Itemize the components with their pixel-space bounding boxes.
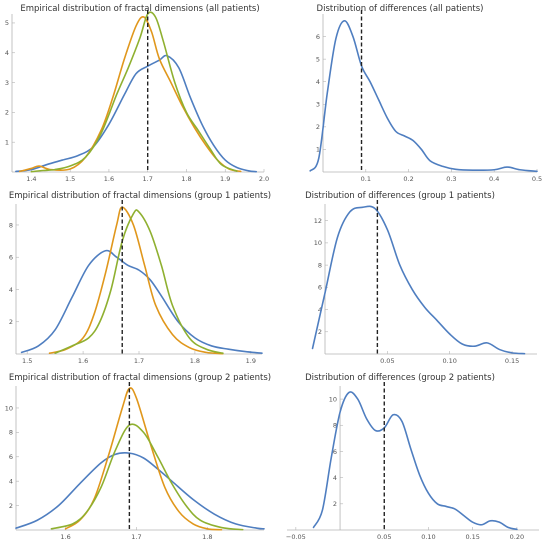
y-tick-label: 4 [316,78,320,86]
y-tick-label: 2 [5,109,9,117]
y-tick-label: 4 [9,477,13,485]
y-tick-label: 8 [333,422,337,430]
x-tick-label: 0.1 [361,175,371,183]
x-tick-label: 0.2 [403,175,413,183]
chart-group2-differences-svg: Distribution of differences (group 2 pat… [286,373,539,541]
density-curve-blue [311,205,526,355]
y-tick-label: 4 [5,49,9,57]
y-tick-label: 12 [314,217,322,225]
chart-panel-group1-fractal: Empirical distribution of fractal dimens… [0,188,275,370]
x-tick-label: 0.3 [446,175,456,183]
y-tick-label: 5 [5,19,9,27]
x-tick-label: 0.4 [489,175,499,183]
chart-title: Distribution of differences (group 2 pat… [305,373,495,383]
x-tick-label: 1.4 [26,175,36,183]
y-tick-label: 3 [5,79,9,87]
y-tick-label: 8 [9,429,13,437]
density-curve-blue [312,391,518,531]
chart-title: Empirical distribution of fractal dimens… [9,373,271,383]
chart-panel-group2-differences: Distribution of differences (group 2 pat… [275,370,550,547]
y-tick-label: 1 [316,146,320,154]
density-curve-blue [309,19,538,173]
density-curve-orange [48,206,224,355]
chart-panel-group1-differences: Distribution of differences (group 1 pat… [275,188,550,370]
x-tick-label: 0.15 [505,357,519,365]
x-tick-label: 1.5 [65,175,75,183]
chart-title: Empirical distribution of fractal dimens… [9,191,271,201]
x-tick-label: 0.20 [510,533,524,541]
chart-panel-all-differences: Distribution of differences (all patient… [275,0,550,188]
y-tick-label: 4 [9,286,13,294]
y-tick-label: 2 [318,328,322,336]
y-tick-label: 10 [5,404,13,412]
chart-panel-group2-fractal: Empirical distribution of fractal dimens… [0,370,275,547]
y-tick-label: 6 [318,284,322,292]
x-tick-label: 1.7 [134,357,144,365]
x-tick-label: 1.9 [246,357,256,365]
x-tick-label: 1.7 [143,175,153,183]
chart-panel-all-fractal: Empirical distribution of fractal dimens… [0,0,275,188]
y-tick-label: 6 [9,254,13,262]
y-tick-label: 6 [9,453,13,461]
chart-title: Distribution of differences (all patient… [317,4,484,14]
chart-title: Distribution of differences (group 1 pat… [305,191,495,201]
chart-group2-fractal-svg: Empirical distribution of fractal dimens… [5,373,271,541]
chart-all-differences-svg: Distribution of differences (all patient… [309,4,542,183]
x-tick-label: 0.10 [421,533,435,541]
chart-title: Empirical distribution of fractal dimens… [20,4,259,14]
chart-group1-fractal-svg: Empirical distribution of fractal dimens… [9,191,271,365]
x-tick-label: 1.9 [220,175,230,183]
density-curve-blue [15,452,265,530]
y-tick-label: 5 [316,55,320,63]
x-tick-label: 1.6 [78,357,88,365]
x-tick-label: 1.8 [190,357,200,365]
x-tick-label: 0.15 [465,533,479,541]
x-tick-label: 0.10 [442,357,456,365]
x-tick-label: 0.5 [532,175,542,183]
y-tick-label: 4 [333,474,337,482]
y-tick-label: 2 [333,500,337,508]
x-tick-label: −0.05 [286,533,306,541]
x-tick-label: 0.05 [377,533,391,541]
density-curve-green [30,11,238,173]
chart-all-fractal-svg: Empirical distribution of fractal dimens… [5,4,269,183]
x-tick-label: 0.05 [380,357,394,365]
y-tick-label: 1 [5,138,9,146]
y-tick-label: 10 [314,239,322,247]
y-tick-label: 6 [333,448,337,456]
x-tick-label: 1.6 [104,175,114,183]
y-tick-label: 2 [9,318,13,326]
x-tick-label: 1.7 [131,533,141,541]
density-curve-green [54,209,224,354]
y-tick-label: 10 [329,395,337,403]
y-tick-label: 8 [9,221,13,229]
density-curve-blue [15,54,258,173]
x-tick-label: 1.5 [22,357,32,365]
y-tick-label: 4 [318,306,322,314]
x-tick-label: 2.0 [259,175,269,183]
density-curve-blue [20,249,263,354]
x-tick-label: 1.8 [181,175,191,183]
x-tick-label: 1.8 [202,533,212,541]
x-tick-label: 1.6 [60,533,70,541]
y-tick-label: 6 [316,33,320,41]
y-tick-label: 8 [318,261,322,269]
y-tick-label: 3 [316,101,320,109]
density-curve-green [50,423,244,531]
density-curve-orange [18,16,242,173]
chart-group1-differences-svg: Distribution of differences (group 1 pat… [305,191,537,365]
y-tick-label: 2 [316,123,320,131]
y-tick-label: 2 [9,502,13,510]
